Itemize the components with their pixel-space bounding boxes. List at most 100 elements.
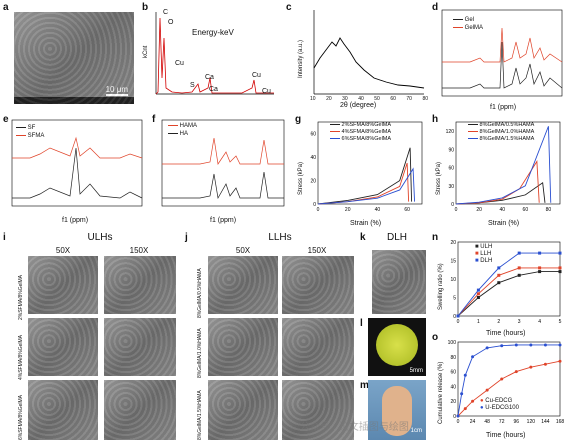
b-el-s: S — [190, 82, 195, 89]
sem-j-1-150x — [282, 256, 354, 314]
watermark: 公众号 · 论文插图与绘图 — [300, 422, 409, 433]
d-legend-gel: Gel — [453, 16, 483, 24]
data-point — [558, 251, 562, 255]
j-mag-150x: 150X — [307, 246, 327, 255]
series-line — [457, 271, 560, 317]
b-el-o: O — [168, 19, 174, 26]
series-line — [457, 252, 560, 317]
i-row-6: 6%SFMA/8%GelMA — [18, 394, 24, 440]
x-tick-label: 20 — [345, 207, 351, 213]
b-el-ca2: Ca — [209, 86, 218, 93]
e-legend-sfma: SFMA — [16, 132, 44, 140]
k-title: DLH — [386, 232, 407, 243]
e-xlabel: f1 (ppm) — [62, 217, 89, 224]
photo-l: 5mm — [368, 318, 426, 376]
x-tick-label: 20 — [476, 207, 482, 213]
panel-label-k: k — [360, 232, 366, 243]
data-point — [538, 251, 542, 255]
y-tick-label: 15 — [450, 259, 456, 265]
x-tick-label: 24 — [470, 419, 476, 425]
y-tick-label: 100 — [448, 340, 457, 346]
y-tick-label: 10 — [450, 277, 456, 283]
x-tick-label: 72 — [499, 419, 505, 425]
sem-i-3-50x — [28, 380, 98, 440]
data-point — [500, 377, 504, 381]
data-point — [517, 266, 521, 270]
x-tick-label: 40 — [499, 207, 505, 213]
data-point — [463, 373, 467, 377]
c-xtick: 30 — [342, 96, 348, 102]
data-point — [558, 270, 562, 274]
x-tick-label: 96 — [514, 419, 520, 425]
d-xlabel: f1 (ppm) — [490, 104, 517, 111]
data-point — [543, 343, 547, 347]
axes-frame — [317, 121, 423, 205]
sem-j-1-50x — [208, 256, 278, 314]
h-legend-05: 8%GelMA/0.5%HAMA — [468, 122, 534, 129]
panel-label-b: b — [142, 2, 149, 13]
panel-label-h: h — [432, 114, 439, 125]
x-tick-label: 1 — [477, 319, 480, 325]
data-point — [558, 343, 562, 347]
x-tick-label: 120 — [527, 419, 536, 425]
f-xlabel: f1 (ppm) — [210, 217, 237, 224]
e-legend-sf: SF — [16, 124, 44, 132]
y-tick-label: 20 — [310, 179, 316, 185]
c-xlabel: 2θ (degree) — [340, 102, 377, 109]
f-legend-ha: HA — [168, 130, 197, 138]
f-legend-hama: HAMA — [168, 122, 197, 130]
series-line — [455, 181, 546, 205]
data-point — [543, 362, 547, 366]
series-line — [317, 147, 413, 205]
y-tick-label: 60 — [450, 370, 456, 376]
g-ylabel: Stress (kPa) — [298, 161, 304, 195]
x-tick-label: 5 — [559, 319, 562, 325]
sem-i-1-150x — [104, 256, 176, 314]
y-tick-label: 120 — [446, 129, 455, 135]
sem-i-3-150x — [104, 380, 176, 440]
series-line — [317, 167, 416, 205]
data-point — [514, 370, 518, 374]
i-title: ULHs — [87, 232, 113, 243]
photo-m: 1cm — [368, 380, 426, 440]
scalebar-a: 10 μm — [105, 85, 128, 94]
o-ylabel: Cumulative release (%) — [438, 361, 444, 424]
data-point — [497, 273, 501, 277]
b-xlabel: Energy-keV — [192, 28, 234, 37]
j-title: LLHs — [268, 232, 292, 243]
x-tick-label: 168 — [556, 419, 564, 425]
data-point — [476, 296, 480, 299]
g-legend-6: 6%SFMA/8%GelMA — [330, 136, 391, 143]
y-tick-label: 40 — [450, 384, 456, 390]
y-tick-label: 30 — [448, 184, 454, 190]
c-xtick: 80 — [422, 96, 428, 102]
x-tick-label: 0 — [457, 319, 460, 325]
data-point — [558, 359, 562, 363]
sem-k — [372, 250, 426, 314]
h-legend-15: 8%GelMA/1.5%HAMA — [468, 136, 534, 143]
data-point — [471, 355, 475, 359]
panel-label-e: e — [3, 114, 9, 125]
sem-j-3-150x — [282, 380, 354, 440]
c-xtick: 10 — [310, 96, 316, 102]
data-point — [476, 292, 480, 296]
b-el-cu1: Cu — [175, 60, 184, 67]
series-line — [455, 126, 552, 205]
panel-label-a: a — [3, 2, 9, 13]
j-row-10: 8%GelMA/1.0%HAMA — [197, 328, 203, 378]
panel-label-g: g — [295, 114, 302, 125]
j-row-15: 8%GelMA/1.5%HAMA — [197, 390, 203, 440]
y-tick-label: 20 — [450, 399, 456, 405]
series-line — [455, 160, 540, 205]
m-scalebar: 1cm — [410, 428, 422, 434]
x-tick-label: 48 — [484, 419, 490, 425]
data-point — [500, 344, 504, 348]
sem-i-2-50x — [28, 318, 98, 376]
sem-image-a: 10 μm — [14, 12, 134, 104]
data-point — [497, 266, 501, 270]
x-tick-label: 144 — [541, 419, 550, 425]
b-el-ca1: Ca — [205, 74, 214, 81]
series-line — [457, 344, 560, 417]
data-point — [476, 288, 480, 292]
c-ylabel: Intensity (a.u.) — [298, 39, 304, 78]
